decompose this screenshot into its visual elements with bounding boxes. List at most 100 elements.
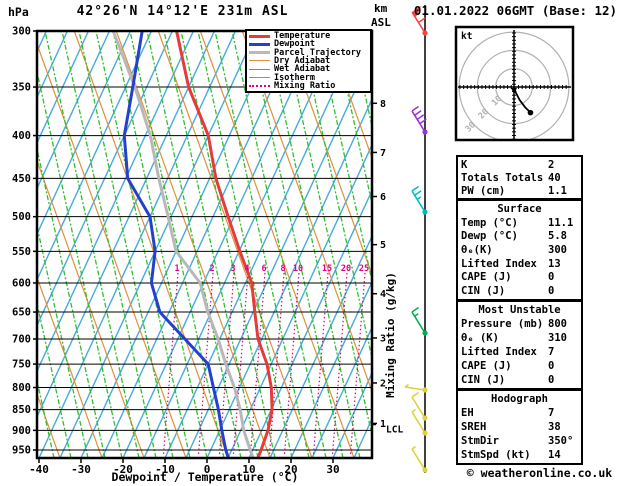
row-label: PW (cm) — [461, 184, 506, 197]
row-label: CIN (J) — [461, 374, 506, 386]
svg-text:7: 7 — [380, 148, 386, 159]
chart-legend: Temperature Dewpoint Parcel Trajectory Dry … — [245, 29, 372, 93]
table-row: Lifted Index 7 — [461, 346, 578, 358]
legend-label: Dry Adiabat — [274, 55, 331, 66]
row-value: 7 — [548, 407, 555, 419]
pressure-gridlines — [37, 86, 372, 451]
temperature-curve — [175, 31, 274, 458]
svg-text:10: 10 — [293, 264, 303, 274]
hodograph-border — [454, 25, 575, 142]
km-asl-ticks: 1 2 3 4 5 6 7 8 — [372, 99, 386, 430]
row-label: θₑ(K) — [461, 243, 493, 256]
table-row: Temp (°C) 11.1 — [461, 217, 578, 229]
legend-line-sample — [249, 42, 270, 46]
svg-text:450: 450 — [12, 173, 31, 185]
table-row: Totals Totals 40 — [461, 172, 578, 184]
svg-text:-20: -20 — [113, 463, 133, 476]
table-title: Surface — [497, 202, 542, 215]
legend-item: Dewpoint — [249, 39, 368, 50]
mixing-ratio-axis-label: Mixing Ratio (g/kg) — [384, 272, 397, 398]
altitude-axis-unit-asl: ASL — [371, 16, 391, 29]
temperature-tick-labels: -40 -30 -20 -10 0 10 20 30 — [29, 458, 340, 476]
legend-item: Mixing Ratio — [249, 82, 368, 90]
svg-text:3: 3 — [380, 333, 386, 344]
svg-text:550: 550 — [12, 246, 31, 258]
row-value: 0 — [548, 271, 555, 284]
row-value: 310 — [548, 332, 567, 344]
svg-text:900: 900 — [12, 425, 31, 437]
legend-line-sample — [249, 34, 270, 38]
row-value: 300 — [548, 243, 567, 256]
legend-item: Dry Adiabat — [249, 57, 368, 65]
svg-text:8: 8 — [380, 99, 386, 110]
run-datetime: 01.01.2022 06GMT (Base: 12) — [413, 3, 618, 18]
svg-text:6: 6 — [261, 264, 266, 274]
svg-text:2: 2 — [380, 378, 386, 389]
altitude-axis-unit-km: km — [374, 2, 388, 15]
legend-line-sample — [249, 77, 270, 79]
table-indices: K 2 Totals Totals 40 PW (cm) 1.1 — [456, 155, 583, 200]
row-label: Temp (°C) — [461, 216, 518, 229]
svg-text:0: 0 — [204, 463, 211, 476]
pressure-axis-unit: hPa — [8, 5, 29, 19]
legend-line-sample — [249, 60, 270, 62]
wind-barb — [411, 105, 428, 135]
row-value: 1.1 — [548, 184, 567, 197]
svg-text:-10: -10 — [155, 463, 175, 476]
wind-barb — [411, 445, 428, 473]
table-row: CAPE (J) 0 — [461, 271, 578, 283]
row-value: 38 — [548, 421, 561, 433]
copyright-credit: © weatheronline.co.uk — [466, 466, 613, 480]
row-value: 0 — [548, 360, 555, 372]
row-value: 11.1 — [548, 216, 574, 229]
row-label: CIN (J) — [461, 285, 506, 298]
row-label: StmSpd (kt) — [461, 449, 531, 461]
x-axis-label: Dewpoint / Temperature (°C) — [112, 470, 299, 484]
legend-line-sample — [249, 68, 270, 70]
svg-text:8: 8 — [280, 264, 285, 274]
table-row: Lifted Index 13 — [461, 258, 578, 270]
legend-item: Parcel Trajectory — [249, 48, 368, 57]
row-label: SREH — [461, 421, 487, 433]
wind-barb — [411, 306, 428, 336]
hodograph-ring-label: 20 — [477, 107, 491, 121]
row-value: 5.8 — [548, 230, 567, 243]
svg-text:500: 500 — [12, 211, 31, 223]
table-row: CIN (J) 0 — [461, 374, 578, 386]
svg-text:25: 25 — [359, 264, 369, 274]
row-value: 7 — [548, 346, 555, 358]
table-row: θₑ (K) 310 — [461, 332, 578, 344]
legend-item: Wet Adiabat — [249, 65, 368, 74]
wind-barb — [404, 383, 428, 393]
svg-text:850: 850 — [12, 404, 31, 416]
table-row: θₑ(K) 300 — [461, 244, 578, 256]
row-label: Dewp (°C) — [461, 230, 518, 243]
svg-text:6: 6 — [380, 192, 386, 203]
svg-text:30: 30 — [326, 463, 339, 476]
svg-text:3: 3 — [230, 264, 235, 274]
legend-label: Temperature — [274, 31, 331, 42]
row-value: 2 — [548, 158, 555, 171]
wind-barb — [411, 185, 428, 215]
svg-text:400: 400 — [12, 130, 31, 142]
row-label: EH — [461, 407, 474, 419]
row-label: Lifted Index — [461, 346, 537, 358]
svg-text:600: 600 — [12, 277, 31, 289]
parcel-trajectory-curve — [111, 31, 255, 458]
row-value: 40 — [548, 171, 561, 184]
row-label: Lifted Index — [461, 257, 537, 270]
svg-text:4: 4 — [380, 289, 386, 300]
wind-barb-staff — [404, 5, 428, 473]
svg-text:700: 700 — [12, 333, 31, 345]
row-label: CAPE (J) — [461, 360, 512, 372]
isotherm-lines — [37, 31, 372, 458]
legend-item: Temperature — [249, 32, 368, 40]
table-surface: Surface Temp (°C) 11.1 Dewp (°C) 5.8 θₑ(K) 300… — [456, 199, 583, 301]
dry-adiabat-lines — [37, 31, 372, 458]
legend-label: Dewpoint — [274, 39, 315, 50]
svg-text:300: 300 — [12, 26, 31, 38]
